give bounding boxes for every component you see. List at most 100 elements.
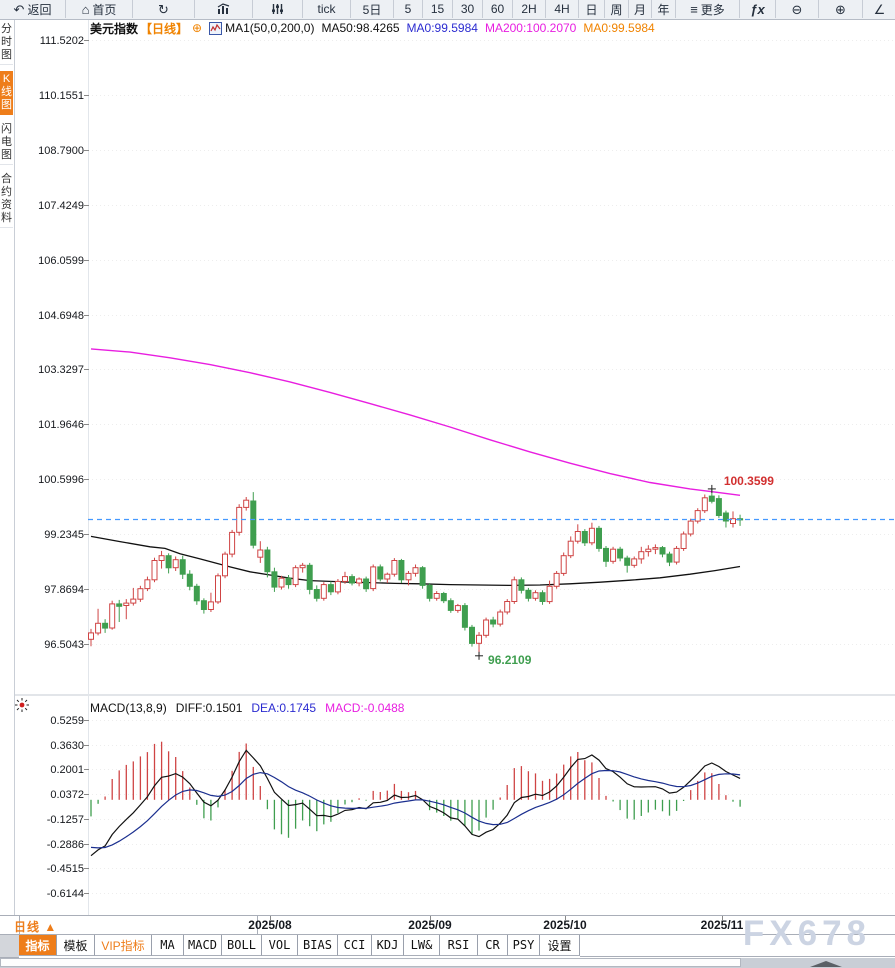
draw-icon: ∠ [873,1,886,17]
fx-icon: ƒx [750,1,765,17]
refresh-icon: ↻ [158,1,169,17]
period-60m-button[interactable]: 60 [483,0,513,18]
macd-axis-tick: -0.4515 [46,862,84,875]
ma0-value-blue: MA0:99.5984 [406,21,478,35]
period-week-button[interactable]: 周 [605,0,629,18]
more-button[interactable]: ≡ 更多 [676,0,740,18]
indicator-tab-bar: 指标 模板 VIP指标 MA MACD BOLL VOL BIAS CCI KDJ LW& RSI CR… [0,935,895,958]
y-axis-tick: 96.5043 [44,638,84,651]
tab-boll[interactable]: BOLL [222,935,262,956]
period-5m-label: 5 [404,2,412,16]
scrollbar-thumb[interactable] [0,958,741,967]
period-15m-label: 15 [430,2,445,16]
period-4h-label: 4H [554,2,570,16]
x-axis-tick [565,916,566,920]
tab-bias[interactable]: BIAS [298,935,338,956]
period-2h-label: 2H [521,2,537,16]
macd-diff-value: DIFF:0.1501 [175,701,243,715]
macd-axis-tick: 0.0372 [50,788,84,801]
indicator-settings-button[interactable] [253,0,303,18]
tab-macd[interactable]: MACD [184,935,222,956]
period-badge: 【日线】 [140,21,189,36]
bar-chart-icon [217,3,231,15]
tick-button[interactable]: tick [303,0,351,18]
symbol-name: 美元指数 [90,21,139,36]
back-button[interactable]: ↶ 返回 [0,0,66,18]
refresh-button[interactable]: ↻ [133,0,195,18]
x-axis-label: 2025/09 [408,918,452,932]
macd-formula: MACD(13,8,9) [90,701,167,715]
period-5d-label: 5日 [362,2,382,17]
tab-lw[interactable]: LW& [404,935,440,956]
tab-rsi[interactable]: RSI [440,935,478,956]
period-2h-button[interactable]: 2H [513,0,546,18]
indicator-sun-icon[interactable] [14,697,30,718]
fx-button[interactable]: ƒx [740,0,776,18]
tab-vip-indicators[interactable]: VIP指标 [95,935,152,956]
period-30m-label: 30 [460,2,475,16]
y-axis-tick: 106.0599 [38,254,84,267]
x-axis-label: 2025/10 [543,918,587,932]
home-button[interactable]: ⌂ 首页 [66,0,133,18]
mini-chart-icon [209,21,223,35]
more-label: 更多 [700,2,725,17]
scrollbar-grip-icon[interactable] [810,961,842,967]
tab-vol[interactable]: VOL [262,935,298,956]
back-icon: ↶ [13,1,25,17]
chart-type-button[interactable] [195,0,253,18]
zoom-out-button[interactable]: ⊖ [776,0,819,18]
sidebar-item-time-chart[interactable]: 分时图 [0,21,13,65]
period-month-label: 月 [633,2,646,17]
chart-header: 美元指数 【日线】 ⊕ MA1(50,0,200,0) MA50:98.4265… [90,21,655,36]
period-box [19,916,258,934]
macd-header: MACD(13,8,9) DIFF:0.1501 DEA:0.1745 MACD… [90,701,404,715]
tab-psy[interactable]: PSY [508,935,540,956]
home-icon: ⌂ [81,1,90,17]
period-5m-button[interactable]: 5 [394,0,423,18]
sliders-icon [271,3,284,15]
macd-value: MACD:-0.0488 [325,701,405,715]
horizontal-scrollbar[interactable] [0,958,895,968]
tab-cci[interactable]: CCI [338,935,372,956]
macd-axis-tick: 0.5259 [50,714,84,727]
period-selector[interactable]: 日线 ▲ [14,920,58,934]
period-4h-button[interactable]: 4H [546,0,579,18]
period-day-label: 日 [585,2,598,17]
tab-ma[interactable]: MA [152,935,184,956]
x-axis-tick [270,916,271,920]
tab-indicators[interactable]: 指标 [19,935,57,956]
y-axis-tick: 111.5202 [39,34,84,47]
macd-axis-tick: -0.2886 [46,838,84,851]
period-year-button[interactable]: 年 [652,0,676,18]
zoom-in-button[interactable]: ⊕ [819,0,863,18]
period-day-button[interactable]: 日 [579,0,605,18]
sidebar-item-contract-info[interactable]: 合约资料 [0,171,13,228]
sidebar-item-lightning-chart[interactable]: 闪电图 [0,121,13,165]
macd-axis-tick: 0.3630 [50,739,84,752]
add-indicator-icon[interactable]: ⊕ [192,21,203,35]
ma-formula: MA1(50,0,200,0) [225,21,315,35]
menu-icon: ≡ [690,1,698,17]
period-5d-button[interactable]: 5日 [351,0,394,18]
period-15m-button[interactable]: 15 [423,0,453,18]
x-axis-tick [722,916,723,920]
sidebar-item-kline-chart[interactable]: K线图 [0,71,13,115]
top-toolbar: ↶ 返回 ⌂ 首页 ↻ tick 5日 5 15 30 60 2H 4H 日周月年 ≡ 更多 ƒx ⊖ ⊕ ∠ [0,0,895,20]
x-axis-tick [430,916,431,920]
low-price-label: 96.2109 [488,652,532,667]
back-label: 返回 [27,2,52,17]
y-axis-tick: 99.2345 [44,528,84,541]
draw-button[interactable]: ∠ [863,0,895,18]
y-axis-tick: 103.3297 [38,363,84,376]
tab-templates[interactable]: 模板 [57,935,95,956]
tab-cr[interactable]: CR [478,935,508,956]
period-30m-button[interactable]: 30 [453,0,483,18]
tab-kdj[interactable]: KDJ [372,935,404,956]
y-axis-tick: 100.5996 [38,473,84,486]
tab-settings[interactable]: 设置 [540,935,580,956]
y-axis-tick: 110.1551 [38,89,84,102]
period-month-button[interactable]: 月 [629,0,652,18]
tab-bar-lead [0,935,19,958]
